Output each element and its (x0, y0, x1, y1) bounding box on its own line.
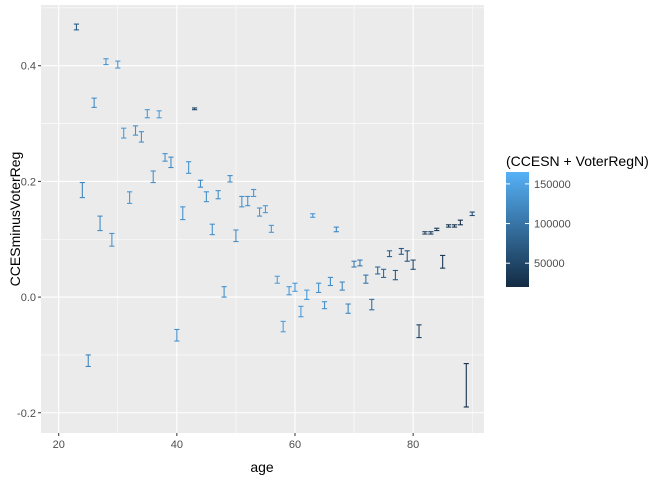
error-bar (440, 254, 446, 269)
error-bar (162, 153, 168, 162)
error-bar (233, 229, 239, 243)
error-bar (115, 60, 121, 69)
error-bar (186, 161, 192, 174)
error-bar (79, 182, 85, 199)
error-bar (286, 286, 292, 296)
error-bar (239, 195, 245, 208)
y-axis-title: CCESminusVoterReg (7, 152, 23, 287)
legend-ticks: 50000 100000 150000 (506, 179, 571, 270)
error-bar (156, 110, 162, 119)
error-bar (245, 195, 251, 207)
error-bar (91, 97, 97, 108)
error-bar (351, 260, 357, 268)
error-bar (298, 305, 304, 318)
error-bar (422, 231, 428, 235)
y-axis: -0.2 0.0 0.2 0.4 (17, 61, 41, 420)
grid-major (41, 5, 484, 433)
error-bar (398, 247, 404, 255)
error-bar (215, 190, 221, 200)
error-bar (469, 211, 475, 217)
error-bar (268, 224, 274, 233)
y-tick-label: 0.2 (21, 176, 36, 188)
x-axis-title: age (250, 459, 274, 475)
legend-colorbar (506, 172, 529, 287)
error-bar (416, 324, 422, 339)
error-bar (434, 227, 440, 232)
y-tick-label: 0.4 (21, 61, 36, 73)
error-bar (445, 224, 452, 228)
error-bar (386, 250, 393, 258)
error-bar (262, 205, 269, 214)
error-bar (203, 191, 209, 203)
legend-tick-label: 50000 (534, 258, 565, 270)
grid-minor (41, 5, 484, 433)
error-bar (274, 275, 280, 284)
error-bar (392, 269, 398, 281)
error-bar (109, 232, 115, 247)
error-bar (121, 127, 127, 139)
error-bar (327, 276, 334, 287)
error-bar (85, 354, 91, 368)
y-tick-label: -0.2 (17, 408, 36, 420)
error-bar (221, 286, 227, 298)
error-bar (209, 223, 215, 236)
error-bar (451, 224, 458, 228)
error-bar (404, 250, 410, 262)
error-bar (103, 58, 109, 66)
panel-background (41, 5, 484, 433)
x-tick-label: 60 (289, 439, 301, 451)
error-bars (73, 23, 475, 408)
error-bar (256, 207, 263, 217)
error-bar (357, 259, 363, 267)
error-bar (321, 301, 328, 310)
error-bar (150, 170, 156, 184)
error-bar (457, 219, 463, 226)
error-bar (127, 191, 133, 204)
error-bar (191, 107, 198, 111)
error-bar (168, 156, 174, 169)
error-bar (97, 215, 103, 232)
error-bar (292, 282, 298, 292)
error-bar (138, 131, 145, 143)
legend-title: (CCESN + VoterRegN) (506, 153, 649, 169)
error-bar (410, 259, 416, 270)
legend-tick-label: 100000 (534, 219, 571, 231)
error-bar (333, 226, 339, 233)
legend-tick-label: 150000 (534, 179, 571, 191)
error-bar (369, 298, 375, 311)
x-tick-label: 20 (53, 439, 65, 451)
y-tick-label: 0.0 (21, 292, 36, 304)
error-bar (375, 266, 381, 275)
error-bar (227, 175, 233, 183)
error-bar (73, 23, 80, 31)
error-bar (380, 268, 387, 278)
legend: (CCESN + VoterRegN) 50000 100000 150000 (506, 153, 649, 287)
x-axis: 20 40 60 80 (53, 433, 419, 451)
error-bar (280, 320, 286, 333)
error-bar (428, 231, 434, 235)
error-bar (310, 213, 316, 218)
x-tick-label: 80 (407, 439, 419, 451)
error-bar (363, 274, 369, 284)
error-bar (316, 282, 322, 294)
x-tick-label: 40 (171, 439, 183, 451)
error-bar (197, 179, 204, 188)
error-bar (463, 363, 469, 408)
error-bar (174, 328, 180, 342)
error-bar (144, 109, 150, 119)
error-bar (345, 303, 351, 314)
error-bar (132, 125, 139, 136)
error-bar (339, 281, 345, 291)
error-bar (180, 206, 186, 221)
error-bar (251, 188, 257, 197)
error-bar (304, 289, 310, 300)
